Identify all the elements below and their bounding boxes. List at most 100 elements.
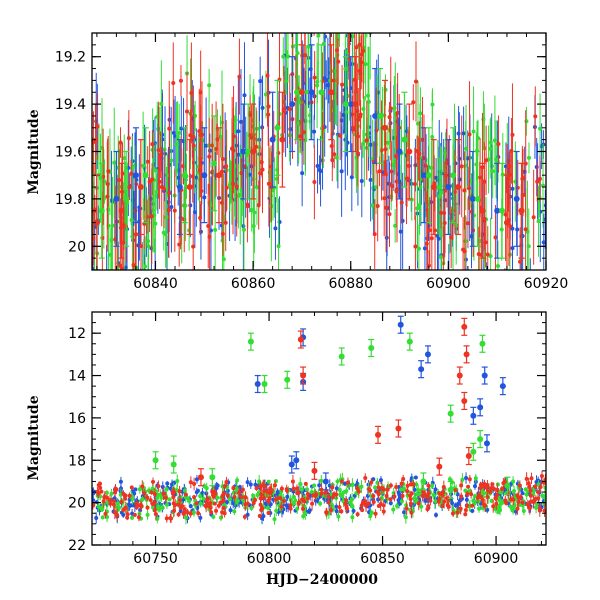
top-data-point [142, 172, 149, 179]
bottom-cloud-point [342, 489, 347, 494]
bottom-cloud-point [455, 510, 460, 515]
bottom-cloud-point [290, 479, 295, 484]
bottom-cloud-point [388, 501, 393, 506]
bottom-cloud-point [412, 496, 417, 501]
top-cloud-point [315, 79, 320, 84]
bottom-cloud-point [237, 491, 242, 496]
bottom-cloud-point [483, 503, 488, 508]
bottom-cloud-point [408, 493, 413, 498]
top-data-point [250, 148, 257, 155]
bottom-data-point [209, 474, 216, 481]
top-cloud-point [315, 163, 320, 168]
bottom-cloud-point [343, 501, 348, 506]
bottom-cloud-point [224, 500, 229, 505]
bottom-cloud-point [209, 510, 214, 515]
top-cloud-point [456, 131, 461, 136]
top-cloud-point [484, 158, 489, 163]
bottom-cloud-point [266, 479, 271, 484]
top-cloud-point [449, 235, 454, 240]
bottom-cloud-point [188, 480, 193, 485]
bottom-cloud-point [263, 501, 268, 506]
top-cloud-point [338, 133, 343, 138]
bottom-cloud-point [108, 498, 113, 503]
top-data-point [445, 184, 452, 191]
top-cloud-point [422, 246, 427, 251]
bottom-cloud-point [401, 476, 406, 481]
bottom-cloud-point [211, 514, 216, 519]
bottom-cloud-point [523, 487, 528, 492]
bottom-data-point [368, 345, 375, 352]
top-cloud-point [337, 8, 341, 12]
bottom-cloud-point [439, 492, 444, 497]
bottom-x-tick-label: 60850 [360, 551, 405, 567]
bottom-cloud-point [412, 487, 417, 492]
bottom-data-point [300, 372, 307, 379]
bottom-cloud-point [428, 498, 433, 503]
top-cloud-point [198, 133, 203, 138]
bottom-cloud-point [521, 508, 526, 513]
bottom-cloud-point [391, 491, 396, 496]
top-cloud-point [374, 185, 379, 190]
top-cloud-point [464, 146, 469, 151]
top-cloud-point [236, 129, 241, 134]
bottom-cloud-point [178, 509, 183, 514]
bottom-cloud-point [165, 481, 170, 486]
top-cloud-point [541, 240, 546, 245]
bottom-cloud-point [183, 515, 188, 520]
bottom-cloud-point [369, 480, 374, 485]
bottom-cloud-point [490, 482, 495, 487]
bottom-cloud-point [261, 495, 266, 500]
bottom-cloud-point [224, 479, 229, 484]
bottom-cloud-point [405, 489, 410, 494]
bottom-cloud-point [434, 512, 439, 517]
bottom-data-point [247, 338, 254, 345]
top-cloud-point [416, 156, 421, 161]
bottom-cloud-point [345, 480, 350, 485]
bottom-cloud-point [177, 489, 182, 494]
top-cloud-point [463, 239, 468, 244]
bottom-cloud-point [465, 491, 470, 496]
bottom-cloud-point [215, 483, 220, 488]
top-cloud-point [220, 157, 225, 162]
bottom-cloud-point [198, 494, 203, 499]
top-cloud-point [330, 158, 335, 163]
top-cloud-point [259, 160, 264, 165]
bottom-cloud-point [194, 501, 199, 506]
bottom-data-point [465, 453, 472, 460]
bottom-cloud-point [442, 499, 447, 504]
top-cloud-point [260, 105, 265, 110]
bottom-cloud-point [371, 477, 376, 482]
top-cloud-point [169, 204, 174, 209]
bottom-cloud-point [355, 512, 360, 517]
bottom-cloud-point [350, 497, 355, 502]
top-series-1 [98, 44, 525, 259]
bottom-cloud-point [368, 488, 373, 493]
top-cloud-point [116, 178, 121, 183]
top-data-point [479, 207, 486, 214]
bottom-data-point [463, 351, 470, 358]
top-y-tick-label: 19.2 [55, 50, 86, 66]
bottom-cloud-point [359, 503, 364, 508]
bottom-cloud-point [192, 495, 197, 500]
bottom-cloud-point [371, 494, 376, 499]
bottom-cloud-point [163, 495, 168, 500]
top-cloud-point [206, 224, 211, 229]
bottom-cloud-point [142, 491, 147, 496]
top-cloud-point [359, 52, 364, 57]
top-cloud-point [493, 235, 498, 240]
top-cloud-point [482, 179, 487, 184]
bottom-cloud-point [269, 489, 274, 494]
top-data-point [113, 195, 120, 202]
bottom-cloud-point [425, 494, 430, 499]
bottom-cloud-point [228, 508, 233, 513]
bottom-cloud-point [243, 502, 248, 507]
top-cloud-point [233, 189, 238, 194]
top-cloud-point [533, 114, 538, 119]
bottom-cloud-point [178, 498, 183, 503]
bottom-cloud-point [100, 515, 105, 520]
bottom-series-1 [152, 332, 511, 499]
top-cloud-point [191, 134, 196, 139]
top-cloud-point [245, 204, 250, 209]
bottom-cloud-point [529, 476, 534, 481]
top-cloud-point [139, 244, 144, 249]
